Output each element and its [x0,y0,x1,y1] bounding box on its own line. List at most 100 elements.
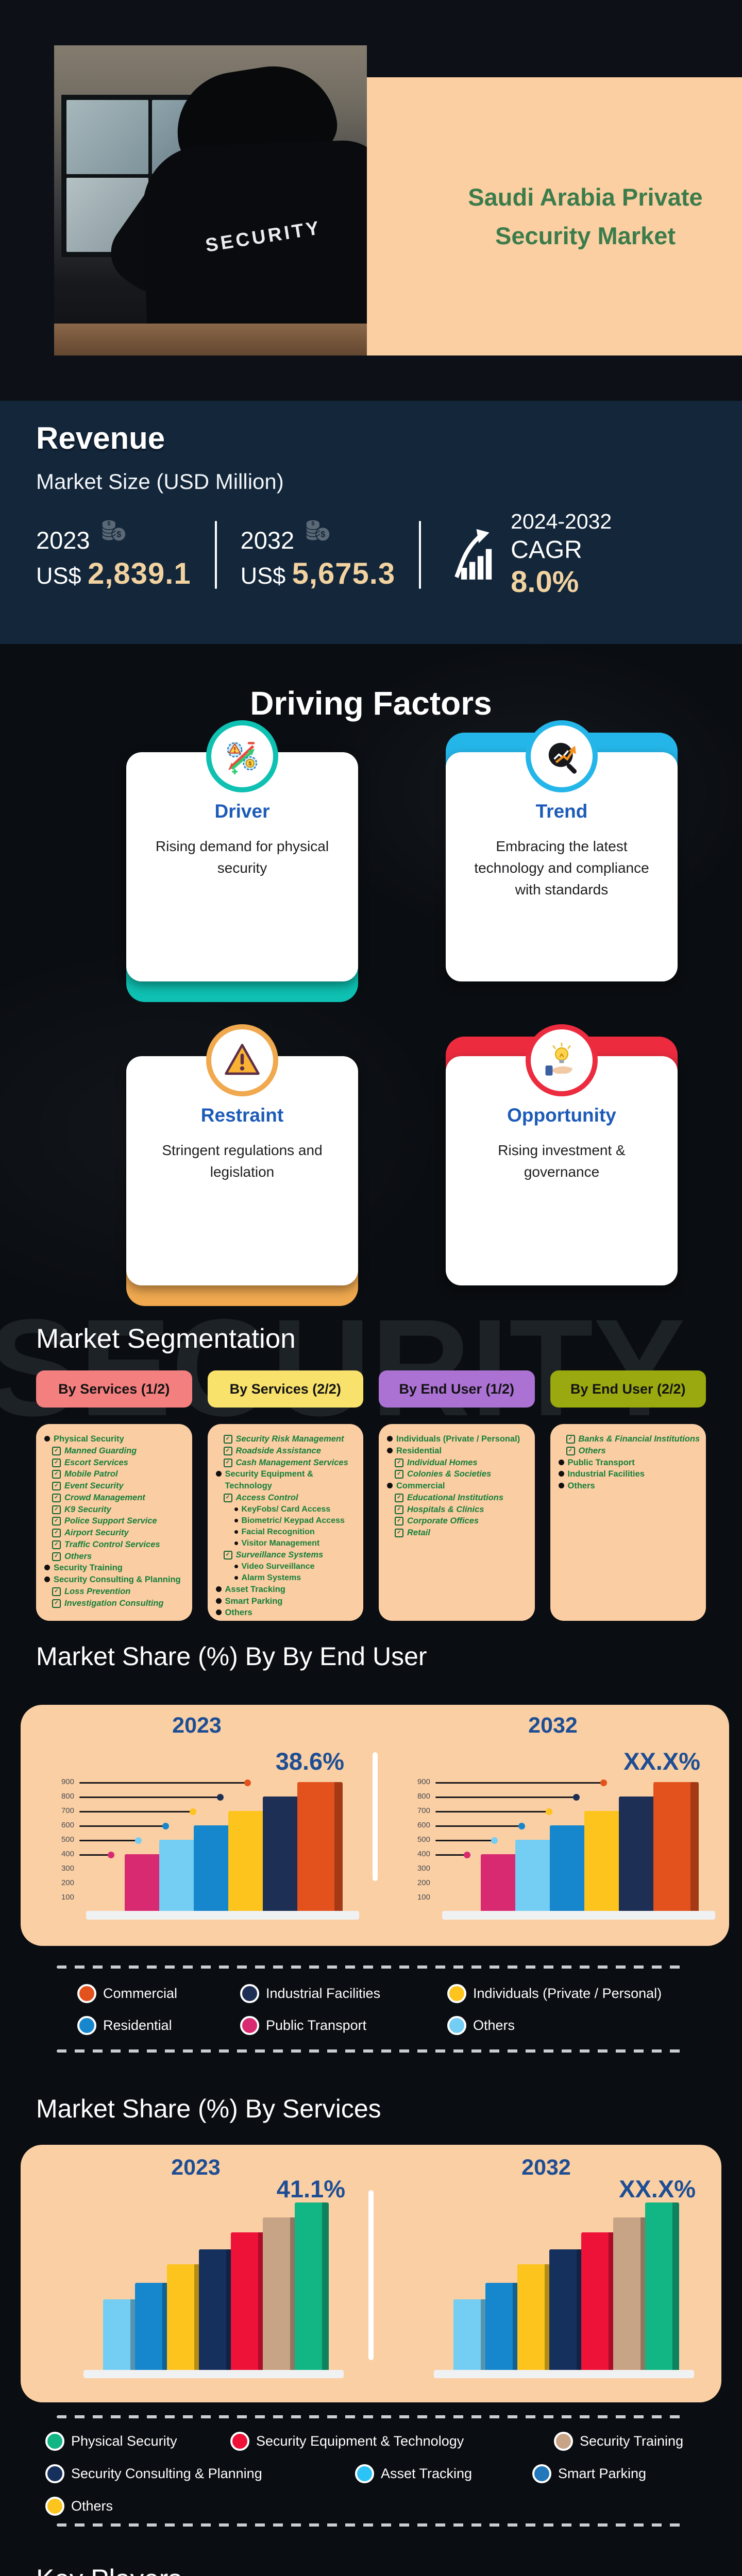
checkbox-bullet-icon: ✓ [395,1493,403,1502]
checkbox-bullet-icon: ✓ [52,1505,61,1514]
segment-item: Smart Parking [215,1596,359,1607]
checkbox-bullet-icon: ✓ [395,1529,403,1538]
checkbox-bullet-icon: ✓ [52,1482,61,1491]
checkbox-bullet-icon: ✓ [52,1529,61,1538]
checkbox-bullet-icon: ✓ [395,1470,403,1479]
driver-card: $ Driver Rising demand for physical secu… [126,720,358,1002]
bar [549,2249,583,2370]
bar [297,1782,343,1911]
checkbox-bullet-icon: ✓ [395,1458,403,1467]
bullet-icon [387,1436,393,1442]
bullet-icon [234,1507,238,1511]
end-user-legend: Commercial Industrial Facilities Individua… [0,1965,742,2053]
segment-item: Public Transport [558,1457,701,1469]
segment-item: Asset Tracking [215,1584,359,1596]
bullet-icon [387,1447,393,1453]
segment-item: ✓ Event Security [52,1480,187,1492]
revenue-year: 2023 [36,526,90,554]
end-user-chart-panel: 2023 38.6% 100 200 300 400 500 600 700 800 900 2… [21,1705,729,1946]
bar [263,2217,297,2370]
segment-item: ✓ Surveillance Systems [223,1549,359,1561]
bullet-icon [234,1575,238,1580]
segment-item: ✓ Corporate Offices [395,1515,530,1527]
hero-section: SECURITY Saudi Arabia Private Security M… [0,0,742,401]
dashed-divider [57,2523,685,2527]
axis-tick-label: 800 [417,1792,430,1801]
checkbox-bullet-icon: ✓ [52,1446,61,1455]
segment-item: Individuals (Private / Personal) [387,1433,530,1445]
segment-pill: By End User (2/2) [550,1370,706,1408]
leader-dot [244,1780,251,1786]
bullet-icon [234,1541,238,1545]
chart-year-label: 2032 [528,1713,578,1738]
bullet-icon [215,1471,222,1477]
cctv-screen [66,100,148,174]
services-legend: Physical Security Security Equipment & Te… [0,2415,742,2527]
chart-year-label: 2023 [171,2155,221,2180]
driving-factors-section: Driving Factors $ [0,644,742,1319]
checkbox-bullet-icon: ✓ [395,1505,403,1514]
share-callout: 41.1% [276,2175,345,2202]
card-text: Rising investment & governance [498,1142,626,1180]
bar [517,2264,551,2370]
segment-item: ✓ Banks & Financial Institutions [566,1433,701,1445]
leader-dot [518,1823,525,1829]
axis-tick-label: 700 [61,1806,74,1815]
bar [199,2249,233,2370]
checkbox-bullet-icon: ✓ [566,1435,575,1444]
services-share-heading: Market Share (%) By Services [36,2094,381,2123]
share-callout: XX.X% [623,1748,700,1775]
svg-text:$: $ [321,530,325,539]
axis-tick-label: 200 [61,1878,74,1887]
checkbox-bullet-icon: ✓ [52,1458,61,1467]
bar [453,2299,487,2370]
segment-item: Visitor Management [234,1538,359,1549]
checkbox-bullet-icon: ✓ [223,1493,232,1502]
bullet-icon [44,1565,50,1571]
legend-item: Physical Security [45,2432,177,2451]
segment-item: ✓ Colonies & Societies [395,1468,530,1480]
legend-item: Public Transport [240,2016,366,2035]
bar-chart [26,2145,366,2402]
legend-item: Residential [77,2016,172,2035]
svg-text:$: $ [107,520,110,527]
driving-factors-heading: Driving Factors [250,685,492,722]
bar [231,2232,265,2370]
segment-list: ✓ Security Risk Management ✓ Roadside Assis… [207,1424,363,1621]
segment-list: Individuals (Private / Personal) Resident… [379,1424,535,1621]
chart-year-label: 2032 [521,2155,571,2180]
coins-icon: $ $ [102,520,126,541]
checkbox-bullet-icon: ✓ [52,1587,61,1596]
legend-dot [532,2464,551,2483]
share-callout: 38.6% [275,1748,344,1775]
segment-item: ✓ Crowd Management [52,1492,187,1504]
legend-dot [447,2016,466,2035]
segment-item: Industrial Facilities [558,1468,701,1480]
segmentation-column: By End User (1/2) Individuals (Private / … [379,1370,535,1621]
axis-tick-label: 500 [61,1835,74,1844]
checkbox-bullet-icon: ✓ [52,1517,61,1526]
segment-pill: By Services (1/2) [36,1370,192,1408]
bar [645,2202,679,2370]
checkbox-bullet-icon: ✓ [223,1446,232,1455]
checkbox-bullet-icon: ✓ [52,1552,61,1561]
leader-dot [217,1794,224,1801]
segment-item: Video Surveillance [234,1561,359,1572]
coins-icon: $ $ [306,520,331,541]
leader-line [79,1825,164,1827]
guard-body: SECURITY [141,139,367,355]
legend-dot [240,1984,259,2003]
market-share-services-section: Market Share (%) By Services 2023 41.1% … [0,2081,742,2550]
revenue-heading: Revenue [36,421,165,455]
legend-dot [355,2464,374,2483]
legend-item: Others [45,2497,113,2516]
floor [54,324,367,355]
legend-item: Asset Tracking [355,2464,472,2483]
opportunity-card: Opportunity Rising investment & governan… [446,1024,678,1285]
trend-card: Trend Embracing the latest technology an… [446,720,678,981]
bar [653,1782,699,1911]
card-text: Embracing the latest technology and comp… [474,838,649,897]
leader-line [435,1854,465,1856]
revenue-section: Revenue Market Size (USD Million) 2023 $… [0,401,742,644]
legend-item: Commercial [77,1984,177,2003]
